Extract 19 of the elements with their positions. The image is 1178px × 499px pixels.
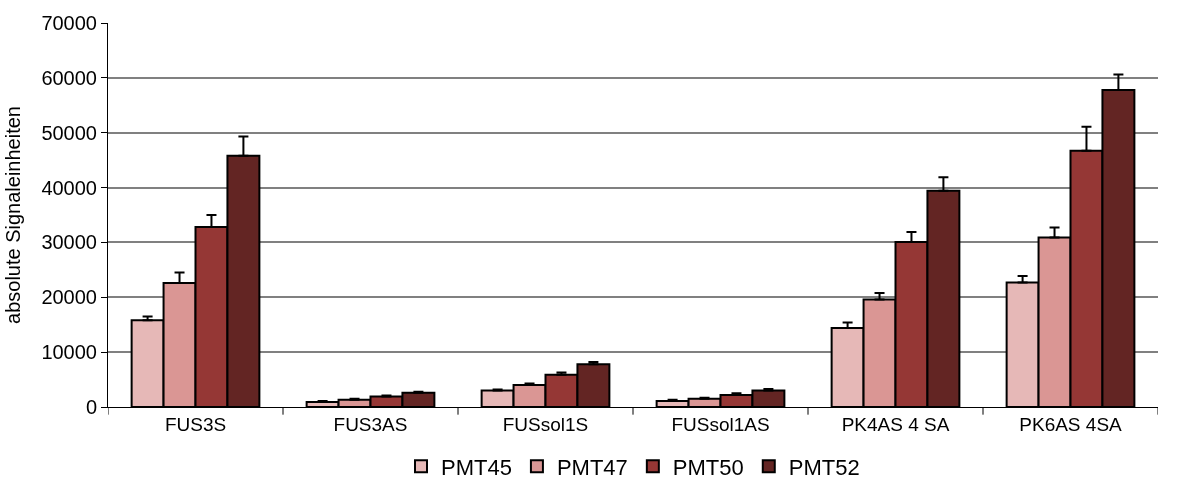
x-tick-label: FUS3S bbox=[164, 413, 227, 435]
legend-label: PMT45 bbox=[441, 454, 512, 480]
y-tick-label: 30000 bbox=[41, 231, 97, 254]
y-tick-label: 50000 bbox=[41, 121, 97, 144]
x-tick-label: FUS3AS bbox=[333, 413, 408, 435]
x-tick-label: PK4AS 4 SA bbox=[841, 413, 950, 435]
y-tick-label: 0 bbox=[85, 396, 97, 418]
x-tick-label: FUSsol1AS bbox=[671, 413, 770, 435]
y-tick-label: 60000 bbox=[41, 66, 97, 89]
y-tick-label: 40000 bbox=[41, 176, 97, 199]
y-tick-label: 20000 bbox=[41, 286, 97, 309]
y-tick-label: 10000 bbox=[41, 341, 97, 364]
legend-label: PMT47 bbox=[556, 454, 628, 480]
x-tick-label: FUSsol1S bbox=[502, 413, 589, 435]
x-tick-label: PK6AS 4SA bbox=[1019, 413, 1123, 435]
legend-label: PMT50 bbox=[672, 454, 744, 480]
y-tick-label: 70000 bbox=[41, 12, 97, 34]
legend-label: PMT52 bbox=[788, 454, 860, 480]
y-axis-title: absolute Signaleinheiten bbox=[1, 106, 24, 324]
